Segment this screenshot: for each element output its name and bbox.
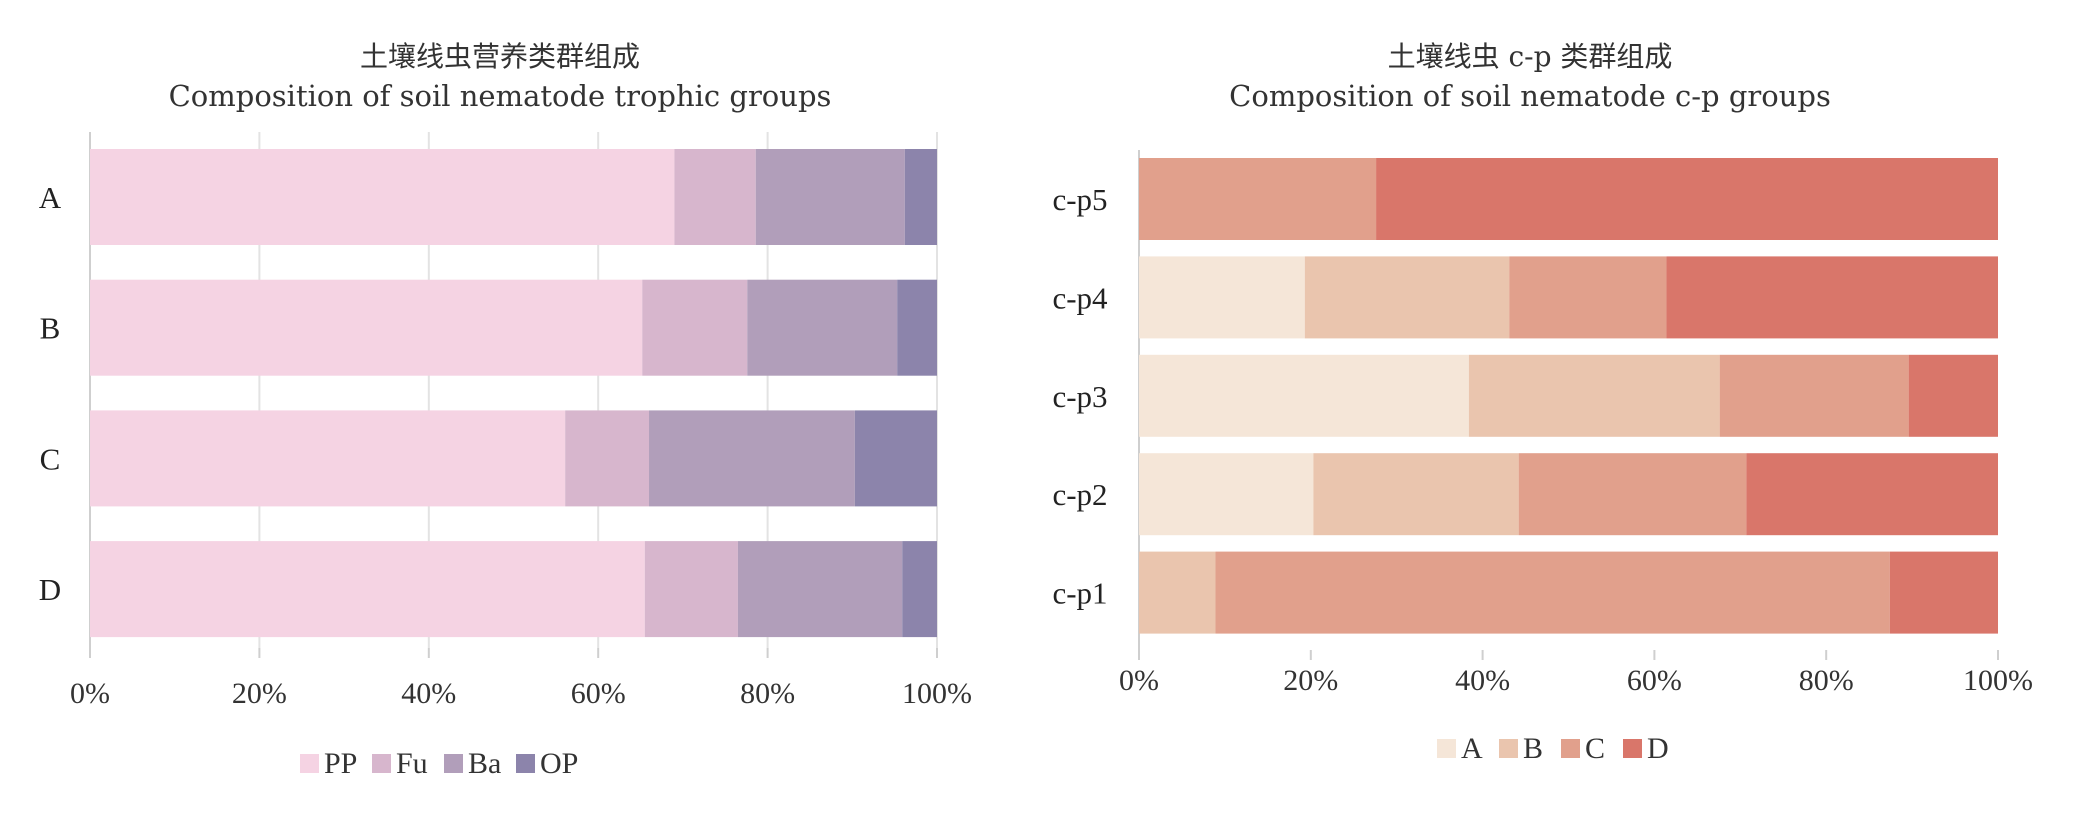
x-tick-label: 60%: [1627, 664, 1682, 697]
bar-segment: [1139, 158, 1377, 240]
x-tick-label: 100%: [902, 677, 972, 710]
category-label: B: [40, 311, 61, 346]
bar-segment: [642, 279, 748, 376]
bar-segment: [1666, 256, 1998, 339]
bar-segment: [1889, 551, 1998, 634]
bar-segment: [1468, 354, 1720, 437]
legend-swatch: [1623, 739, 1642, 758]
bar-segment: [747, 279, 898, 376]
bar-segment: [897, 279, 937, 376]
bar-segment: [565, 410, 650, 507]
x-tick-label: 80%: [740, 677, 795, 710]
bar-segment: [1139, 256, 1305, 339]
category-label: c-p2: [1052, 477, 1107, 512]
category-label: c-p3: [1052, 379, 1107, 414]
x-tick-label: 0%: [1119, 664, 1159, 697]
bar-segment: [737, 541, 903, 638]
legend-label: A: [1461, 732, 1483, 765]
legend-swatch: [372, 754, 391, 773]
chart-title-en: Composition of soil nematode trophic gro…: [169, 79, 832, 113]
cp-groups-chart: 土壤线虫 c-p 类群组成 Composition of soil nemato…: [1052, 40, 2033, 765]
bar-segment: [755, 149, 905, 245]
legend-label: OP: [540, 747, 578, 780]
legend-label: D: [1647, 732, 1669, 765]
legend: PP Fu Ba OP: [300, 747, 578, 780]
legend-swatch: [1499, 739, 1518, 758]
x-tick-label: 40%: [401, 677, 456, 710]
x-tick-label: 60%: [571, 677, 626, 710]
category-labels: c-p5 c-p4 c-p3 c-p2 c-p1: [1052, 182, 1108, 611]
bar-segment: [1139, 551, 1216, 634]
x-tick-label: 20%: [232, 677, 287, 710]
bar-series: [1139, 158, 1998, 634]
category-labels: A B C D: [39, 180, 62, 607]
bar-segment: [1313, 453, 1519, 536]
bar-segment: [1304, 256, 1510, 339]
bar-segment: [1746, 453, 1998, 536]
legend-label: C: [1585, 732, 1605, 765]
legend-label: PP: [324, 747, 357, 780]
x-tick-label: 0%: [70, 677, 110, 710]
legend-label: Ba: [468, 747, 501, 780]
category-label: c-p1: [1052, 576, 1107, 611]
category-label: C: [40, 441, 61, 476]
category-label: c-p5: [1052, 182, 1107, 217]
bar-segment: [1376, 158, 1998, 240]
category-label: D: [39, 572, 61, 607]
legend-swatch: [300, 754, 319, 773]
category-label: c-p4: [1052, 280, 1108, 315]
bar-segment: [1518, 453, 1747, 536]
chart-title-zh: 土壤线虫营养类群组成: [360, 40, 640, 73]
legend-label: B: [1523, 732, 1543, 765]
legend-swatch: [516, 754, 535, 773]
legend-swatch: [1561, 739, 1580, 758]
x-tick-labels: 0% 20% 40% 60% 80% 100%: [1119, 664, 2033, 697]
legend-label: Fu: [396, 747, 428, 780]
bar-series: [90, 149, 937, 638]
bar-segment: [1719, 354, 1909, 437]
trophic-groups-chart: 土壤线虫营养类群组成 Composition of soil nematode …: [39, 40, 972, 780]
x-tick-label: 40%: [1455, 664, 1510, 697]
bar-segment: [674, 149, 756, 245]
x-tick-label: 20%: [1283, 664, 1338, 697]
bar-segment: [1215, 551, 1890, 634]
bar-segment: [1509, 256, 1667, 339]
x-tick-labels: 0% 20% 40% 60% 80% 100%: [70, 677, 972, 710]
bar-segment: [90, 410, 566, 507]
bar-segment: [902, 541, 937, 638]
bar-segment: [90, 149, 675, 245]
x-tick-label: 80%: [1799, 664, 1854, 697]
chart-title-zh: 土壤线虫 c-p 类群组成: [1388, 40, 1673, 73]
legend-swatch: [444, 754, 463, 773]
bar-segment: [644, 541, 738, 638]
category-label: A: [39, 180, 62, 215]
bar-segment: [1139, 453, 1314, 536]
bar-segment: [90, 279, 643, 376]
bar-segment: [1139, 354, 1469, 437]
x-tick-label: 100%: [1963, 664, 2033, 697]
chart-title-en: Composition of soil nematode c-p groups: [1229, 79, 1831, 113]
bar-segment: [90, 541, 645, 638]
legend-swatch: [1437, 739, 1456, 758]
bar-segment: [854, 410, 937, 507]
bar-segment: [649, 410, 855, 507]
legend: A B C D: [1437, 732, 1669, 765]
bar-segment: [904, 149, 937, 245]
bar-segment: [1908, 354, 1998, 437]
